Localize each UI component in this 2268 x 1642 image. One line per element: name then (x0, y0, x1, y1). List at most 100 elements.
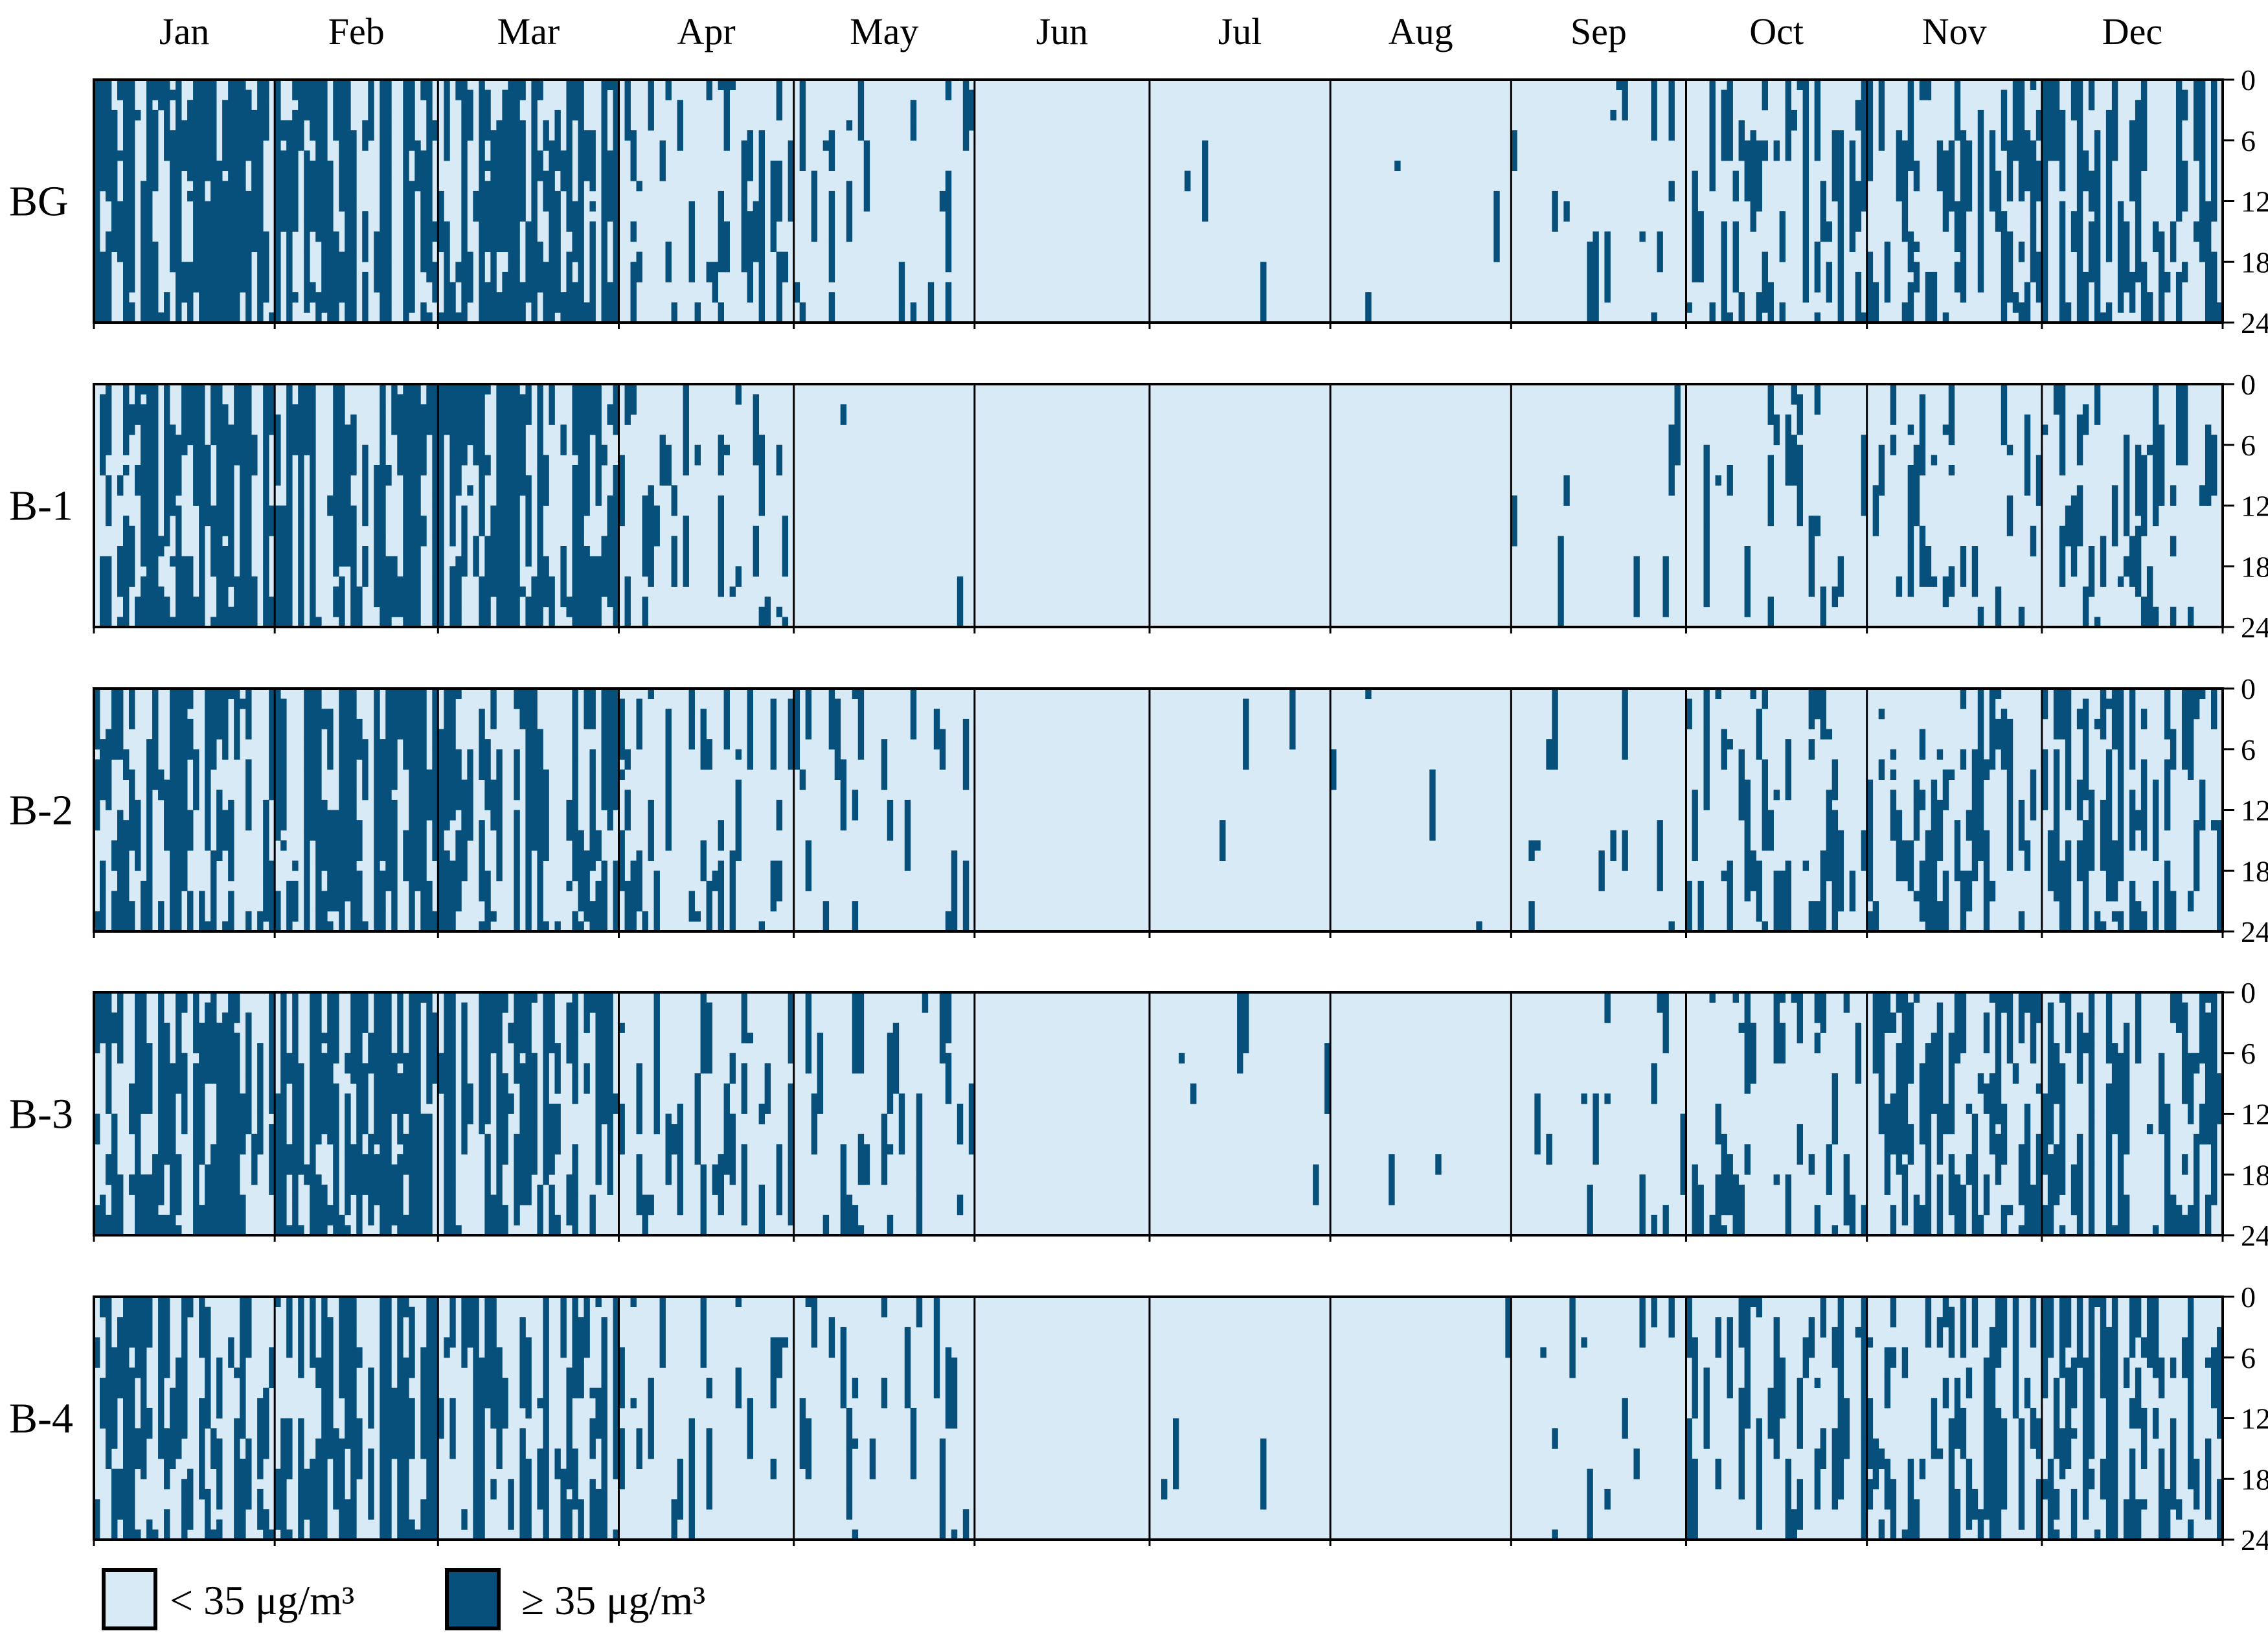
exceedance-cell (712, 262, 718, 303)
exceedance-cell (508, 282, 514, 323)
exceedance-cell (409, 1022, 415, 1074)
exceedance-cell (245, 689, 252, 740)
exceedance-cell (426, 1519, 433, 1540)
exceedance-cell (170, 698, 176, 709)
exceedance-cell (572, 80, 578, 120)
exceedance-cell (857, 80, 865, 141)
exceedance-cell (240, 221, 246, 232)
exceedance-cell (385, 120, 392, 131)
exceedance-cell (176, 830, 182, 841)
exceedance-cell (210, 1529, 217, 1540)
exceedance-cell (2123, 1214, 2130, 1236)
exceedance-cell (94, 799, 100, 831)
exceedance-cell (1750, 1297, 1756, 1308)
exceedance-cell (1884, 1103, 1891, 1155)
exceedance-cell (345, 161, 351, 212)
exceedance-cell (385, 1418, 392, 1479)
exceedance-cell (181, 689, 188, 760)
exceedance-cell (350, 414, 357, 425)
exceedance-cell (2140, 709, 2148, 729)
exceedance-cell (449, 384, 456, 455)
exceedance-cell (426, 1438, 433, 1520)
exceedance-cell (385, 850, 392, 891)
exceedance-cell (653, 1063, 660, 1074)
exceedance-cell (514, 384, 520, 435)
exceedance-cell (1866, 1337, 1874, 1348)
exceedance-cell (275, 1174, 281, 1236)
exceedance-cell (2175, 1499, 2183, 1520)
exceedance-cell (333, 262, 339, 273)
exceedance-cell (205, 1418, 211, 1429)
exceedance-cell (496, 1214, 503, 1226)
exceedance-cell (152, 536, 159, 577)
exceedance-cell (327, 850, 334, 912)
exceedance-cell (770, 1337, 777, 1409)
exceedance-cell (1161, 1479, 1168, 1499)
exceedance-cell (496, 414, 503, 435)
exceedance-cell (1896, 992, 1903, 1013)
exceedance-cell (2070, 211, 2078, 253)
exceedance-cell (292, 880, 299, 922)
exceedance-cell (187, 100, 194, 181)
exceedance-cell (304, 739, 310, 750)
exceedance-cell (438, 556, 444, 597)
exceedance-cell (141, 1297, 147, 1348)
exceedance-cell (718, 1154, 724, 1216)
exceedance-cell (397, 1053, 403, 1064)
exceedance-cell (671, 302, 677, 323)
exceedance-cell (240, 231, 246, 293)
exceedance-cell (2070, 1488, 2078, 1540)
exceedance-cell (414, 830, 421, 891)
exceedance-cell (2187, 709, 2194, 781)
exceedance-cell (1697, 211, 1704, 282)
exceedance-cell (1744, 992, 1751, 1074)
exceedance-cell (1511, 495, 1517, 547)
exceedance-cell (799, 100, 806, 172)
exceedance-cell (607, 282, 613, 323)
exceedance-cell (2193, 820, 2200, 891)
exceedance-cell (1849, 140, 1856, 222)
exceedance-cell (368, 1367, 374, 1429)
exceedance-cell (135, 992, 141, 1064)
exceedance-cell (444, 689, 450, 750)
exceedance-cell (467, 749, 473, 781)
exceedance-cell (420, 80, 427, 100)
exceedance-cell (263, 1509, 269, 1540)
exceedance-cell (228, 1337, 234, 1368)
exceedance-cell (240, 1194, 246, 1226)
exceedance-cell (94, 992, 100, 1054)
exceedance-cell (356, 1214, 363, 1236)
exceedance-cell (438, 1398, 444, 1439)
exceedance-cell (589, 130, 596, 151)
exceedance-cell (706, 1428, 712, 1510)
exceedance-cell (1831, 759, 1839, 801)
y-tick-label: 0 (2241, 976, 2256, 1009)
exceedance-cell (2105, 1214, 2113, 1236)
exceedance-cell (164, 292, 170, 313)
exceedance-cell (426, 880, 433, 932)
exceedance-cell (170, 1063, 176, 1074)
exceedance-cell (129, 1083, 135, 1135)
exceedance-cell (659, 435, 666, 486)
exceedance-cell (345, 211, 351, 273)
exceedance-cell (1622, 689, 1628, 760)
exceedance-cell (158, 1103, 164, 1175)
exceedance-cell (449, 566, 456, 597)
exceedance-cell (2006, 495, 2013, 536)
exceedance-cell (234, 1043, 240, 1094)
exceedance-cell (210, 850, 217, 932)
exceedance-cell (2001, 242, 2008, 323)
exceedance-cell (280, 1184, 287, 1236)
exceedance-cell (333, 271, 339, 313)
exceedance-cell (1692, 201, 1698, 282)
exceedance-cell (735, 749, 742, 760)
exceedance-cell (339, 576, 345, 628)
exceedance-cell (292, 1205, 299, 1236)
exceedance-cell (1907, 465, 1914, 547)
exceedance-cell (146, 1043, 153, 1114)
exceedance-cell (414, 1184, 421, 1236)
exceedance-cell (2170, 536, 2177, 557)
exceedance-cell (566, 80, 573, 151)
exceedance-cell (467, 1337, 473, 1348)
exceedance-cell (601, 729, 607, 740)
